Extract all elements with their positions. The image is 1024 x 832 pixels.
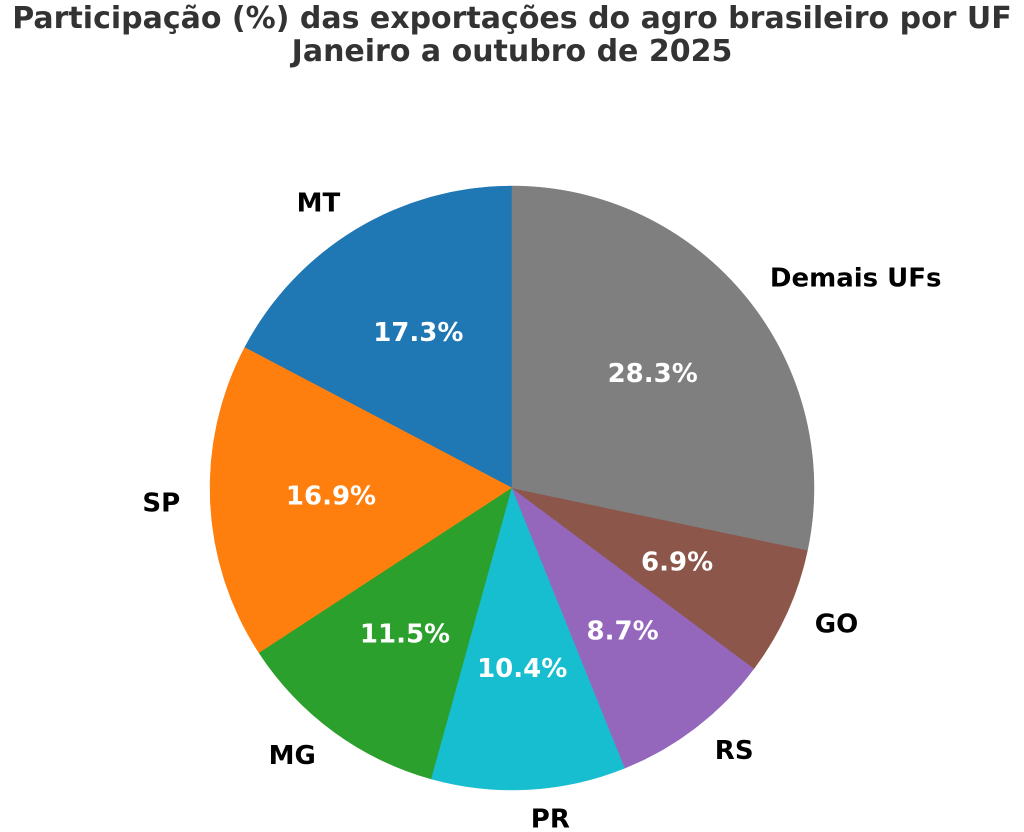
pct-label-sp: 16.9% xyxy=(286,482,376,512)
pie-slice-mg xyxy=(258,487,513,780)
chart-title-line2: Janeiro a outubro de 2025 xyxy=(291,34,733,69)
pie-slice-go xyxy=(511,487,808,669)
pct-label-pr: 10.4% xyxy=(477,654,567,684)
category-label-pr: PR xyxy=(531,805,570,832)
chart-title: Participação (%) das exportações do agro… xyxy=(12,2,1012,68)
category-label-mg: MG xyxy=(269,741,316,771)
pie-slice-demais-ufs xyxy=(511,185,815,551)
pct-label-mt: 17.3% xyxy=(373,318,463,348)
category-label-rs: RS xyxy=(715,736,754,766)
pie-slice-mt xyxy=(244,185,513,489)
pct-label-rs: 8.7% xyxy=(587,617,659,647)
pie-slice-pr xyxy=(431,487,626,791)
pct-label-mg: 11.5% xyxy=(360,619,450,649)
category-label-go: GO xyxy=(815,610,858,640)
category-label-demais-ufs: Demais UFs xyxy=(770,264,942,294)
pct-label-demais-ufs: 28.3% xyxy=(608,359,698,389)
pct-label-go: 6.9% xyxy=(641,548,713,578)
pie-slice-sp xyxy=(209,347,513,654)
category-label-sp: SP xyxy=(142,489,180,519)
chart-title-line1: Participação (%) das exportações do agro… xyxy=(12,1,1012,36)
category-label-mt: MT xyxy=(297,189,341,219)
pie-slice-rs xyxy=(511,487,755,769)
